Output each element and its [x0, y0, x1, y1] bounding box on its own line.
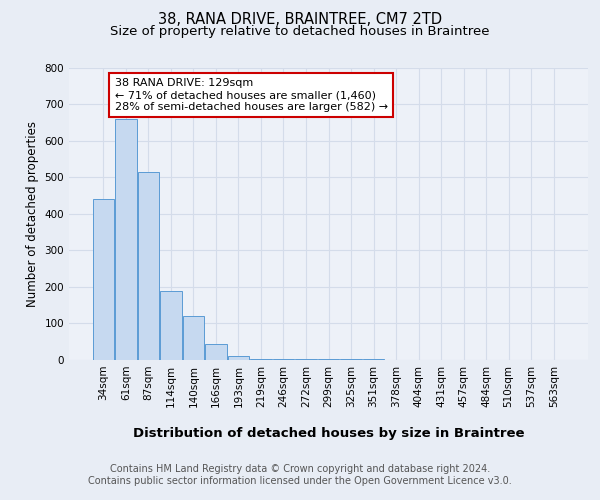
Bar [137, 172, 159, 360]
Text: 38 RANA DRIVE: 129sqm
← 71% of detached houses are smaller (1,460)
28% of semi-d: 38 RANA DRIVE: 129sqm ← 71% of detached … [115, 78, 388, 112]
Bar [228, 356, 249, 360]
Bar [115, 118, 137, 360]
Bar [92, 199, 114, 360]
Bar [205, 344, 227, 360]
Text: Contains HM Land Registry data © Crown copyright and database right 2024.: Contains HM Land Registry data © Crown c… [110, 464, 490, 474]
Text: 38, RANA DRIVE, BRAINTREE, CM7 2TD: 38, RANA DRIVE, BRAINTREE, CM7 2TD [158, 12, 442, 28]
Text: Size of property relative to detached houses in Braintree: Size of property relative to detached ho… [110, 25, 490, 38]
Text: Contains public sector information licensed under the Open Government Licence v3: Contains public sector information licen… [88, 476, 512, 486]
Y-axis label: Number of detached properties: Number of detached properties [26, 120, 39, 306]
Text: Distribution of detached houses by size in Braintree: Distribution of detached houses by size … [133, 428, 524, 440]
Bar [182, 316, 204, 360]
Bar [160, 290, 182, 360]
